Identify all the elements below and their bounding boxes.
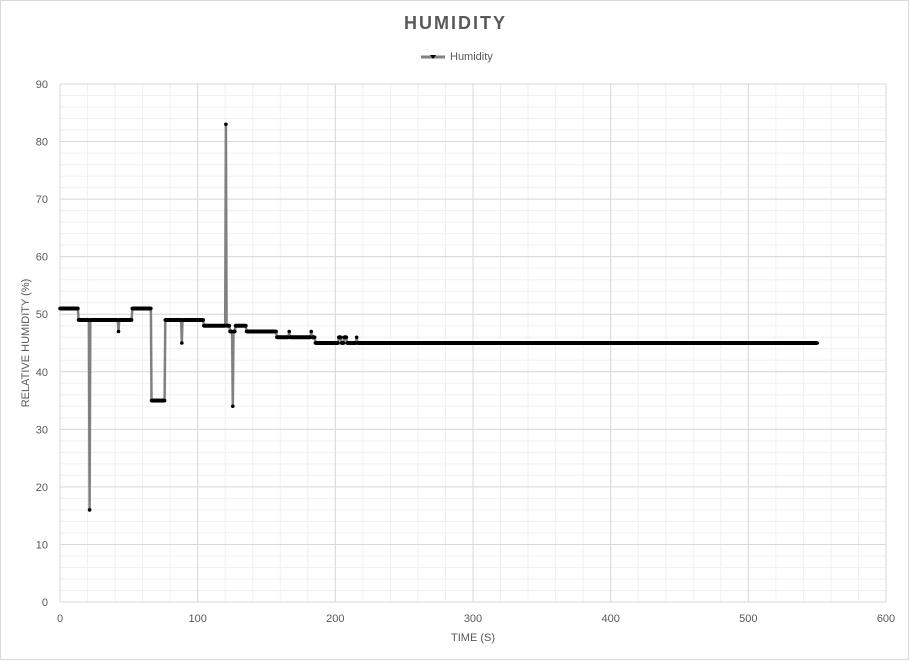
x-tick-label: 0 [57,613,63,625]
data-point [163,318,168,322]
data-point [354,335,359,340]
data-point [312,335,317,340]
y-tick-label: 60 [36,252,48,264]
data-point [287,329,292,334]
data-point [339,335,343,340]
data-point [116,329,121,334]
x-tick-label: 100 [188,613,206,625]
data-point [233,323,238,328]
y-tick-label: 70 [36,194,48,206]
data-point [310,335,314,340]
y-axis-title: RELATIVE HUMIDITY (%) [20,279,32,408]
data-point [180,318,185,322]
x-tick-label: 200 [326,613,344,625]
x-tick-label: 600 [877,613,895,625]
legend-label: Humidity [450,51,493,63]
data-point [227,323,232,328]
data-point [345,341,349,345]
x-tick-label: 300 [464,613,482,625]
data-point [180,341,184,345]
data-point [274,329,278,334]
y-tick-label: 80 [36,137,48,149]
data-point [202,323,206,328]
legend-swatch [421,55,445,59]
data-point [230,404,235,409]
y-tick-label: 90 [36,79,48,91]
data-point [149,398,154,403]
data-point [130,306,135,311]
data-point [309,329,314,334]
chart-title: HUMIDITY [404,13,507,33]
data-point [313,341,318,345]
data-point [162,398,167,403]
data-point [815,341,819,345]
data-point [76,318,81,322]
data-point [117,318,121,322]
series-humidity [58,122,819,512]
x-tick-label: 400 [601,613,619,625]
data-point [341,341,346,345]
data-point [288,335,292,340]
y-tick-label: 0 [42,597,48,609]
data-point [201,318,205,322]
data-point [233,329,237,334]
y-tick-label: 10 [36,539,48,551]
data-point [244,323,248,328]
data-point [76,306,80,311]
data-point [58,306,62,311]
y-axis-ticks: 0 10 20 30 40 50 60 70 80 90 [36,79,48,609]
data-point [87,508,92,512]
y-tick-label: 20 [36,482,48,494]
y-tick-label: 40 [36,367,48,379]
x-tick-label: 500 [739,613,757,625]
data-point [224,323,229,328]
data-point [149,306,153,311]
data-point [88,318,93,322]
x-axis-ticks: 0 100 200 300 400 500 600 [57,613,895,625]
data-point [344,335,349,340]
data-point [275,335,279,340]
data-point [129,318,134,322]
data-point [355,341,360,345]
y-tick-label: 30 [36,424,48,436]
y-tick-label: 50 [36,309,48,321]
data-point [224,122,228,127]
x-axis-title: TIME (S) [451,632,495,644]
data-point [244,329,249,334]
legend: Humidity [420,50,493,64]
data-point [336,341,340,345]
